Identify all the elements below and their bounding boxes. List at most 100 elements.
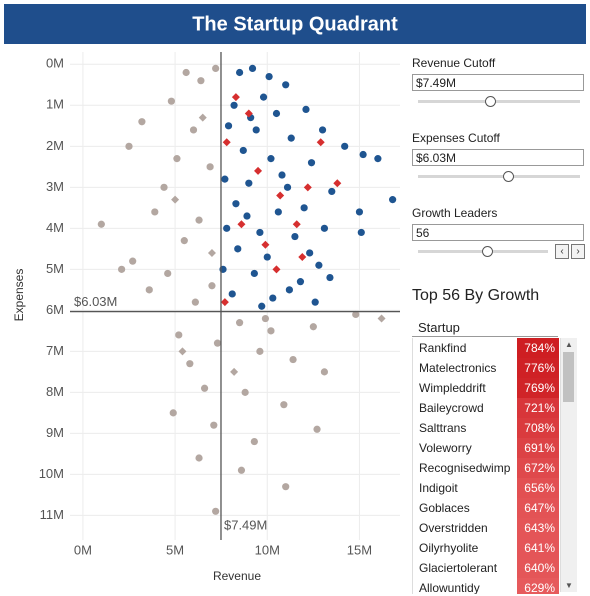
- table-row[interactable]: Wimpleddrift 769%: [413, 378, 559, 398]
- startup-name: Allowuntidy: [419, 581, 480, 594]
- growth-cell: 629%: [517, 578, 559, 594]
- point: [276, 191, 285, 200]
- startup-name: Oilyrhyolite: [419, 541, 479, 555]
- point: [280, 401, 288, 409]
- point: [333, 179, 342, 188]
- point: [320, 224, 329, 232]
- scroll-down[interactable]: ▼: [565, 581, 573, 590]
- table-row[interactable]: Salttrans 708%: [413, 418, 559, 438]
- point: [318, 126, 327, 134]
- point: [315, 261, 323, 269]
- table-row[interactable]: Indigoit 656%: [413, 478, 559, 498]
- point: [250, 437, 258, 446]
- table-row[interactable]: Matelectronics 776%: [413, 358, 559, 378]
- point: [207, 248, 216, 257]
- point: [258, 302, 266, 310]
- startup-name: Glaciertolerant: [419, 561, 498, 575]
- scrollbar[interactable]: ▲ ▼: [560, 338, 577, 592]
- scroll-thumb[interactable]: [563, 352, 574, 402]
- point: [254, 166, 263, 175]
- startup-name: Recognisedwimp: [419, 461, 511, 475]
- point: [186, 360, 194, 368]
- point: [311, 298, 319, 306]
- point: [309, 323, 317, 331]
- point: [151, 208, 159, 216]
- slider-track[interactable]: [418, 100, 580, 103]
- slider-thumb[interactable]: [482, 246, 493, 257]
- table-row[interactable]: Oilyrhyolite 641%: [413, 538, 559, 558]
- y-tick-label: 10M: [39, 466, 64, 481]
- point: [328, 187, 336, 196]
- table-row[interactable]: Recognisedwimp 672%: [413, 458, 559, 478]
- point: [198, 113, 207, 122]
- y-tick-label: 9M: [46, 425, 64, 440]
- slider-track[interactable]: [418, 175, 580, 178]
- control-input[interactable]: $7.49M: [412, 74, 584, 91]
- point: [250, 269, 258, 278]
- slider-thumb[interactable]: [485, 96, 496, 107]
- point: [259, 93, 268, 101]
- step-back-button[interactable]: ‹: [555, 244, 569, 259]
- point: [234, 245, 242, 253]
- control-title: Expenses Cutoff: [412, 131, 500, 145]
- reference-label: $7.49M: [224, 517, 267, 532]
- point: [248, 64, 257, 73]
- point: [377, 314, 386, 323]
- control-title: Growth Leaders: [412, 206, 498, 220]
- table-header: Startup: [412, 320, 558, 337]
- control-input[interactable]: 56: [412, 224, 584, 241]
- point: [200, 384, 209, 392]
- scroll-up[interactable]: ▲: [565, 340, 573, 349]
- point: [230, 367, 239, 376]
- point: [160, 183, 168, 191]
- y-tick-label: 1M: [46, 97, 64, 112]
- slider-thumb[interactable]: [503, 171, 514, 182]
- y-tick-label: 7M: [46, 343, 64, 358]
- point: [292, 220, 301, 229]
- point: [212, 64, 220, 73]
- point: [313, 425, 321, 433]
- point: [171, 195, 180, 204]
- y-tick-label: 4M: [46, 220, 64, 235]
- point: [302, 105, 310, 114]
- point: [97, 220, 105, 228]
- point: [272, 265, 281, 274]
- growth-cell: 640%: [517, 558, 559, 578]
- point: [164, 269, 172, 278]
- table-row[interactable]: Baileycrowd 721%: [413, 398, 559, 418]
- x-tick-label: 10M: [255, 542, 280, 557]
- table-row[interactable]: Overstridden 643%: [413, 518, 559, 538]
- point: [326, 273, 334, 282]
- point: [289, 355, 297, 364]
- title-bar: [4, 4, 586, 44]
- point: [195, 216, 203, 224]
- startup-name: Voleworry: [419, 441, 472, 455]
- table-row[interactable]: Goblaces 647%: [413, 498, 559, 518]
- startup-name: Salttrans: [419, 421, 467, 435]
- step-forward-button[interactable]: ›: [571, 244, 585, 259]
- point: [374, 155, 382, 163]
- point: [224, 122, 233, 130]
- point: [306, 249, 314, 257]
- point: [307, 159, 316, 167]
- control-input[interactable]: $6.03M: [412, 149, 584, 166]
- point: [272, 109, 281, 118]
- point: [252, 126, 260, 134]
- x-axis-title: Revenue: [213, 569, 261, 583]
- table-row[interactable]: Voleworry 691%: [413, 438, 559, 458]
- table-row[interactable]: Glaciertolerant 640%: [413, 558, 559, 578]
- point: [175, 331, 183, 339]
- growth-cell: 769%: [517, 378, 559, 398]
- y-tick-label: 8M: [46, 384, 64, 399]
- point: [231, 93, 240, 102]
- table-row[interactable]: Allowuntidy 629%: [413, 578, 559, 594]
- startup-name: Goblaces: [419, 501, 470, 515]
- y-tick-label: 0M: [46, 56, 64, 71]
- point: [300, 204, 308, 212]
- point: [220, 298, 229, 307]
- growth-cell: 708%: [517, 418, 559, 438]
- startup-name: Baileycrowd: [419, 401, 484, 415]
- table-row[interactable]: Rankfind 784%: [413, 338, 559, 358]
- point: [228, 290, 236, 298]
- point: [274, 208, 282, 216]
